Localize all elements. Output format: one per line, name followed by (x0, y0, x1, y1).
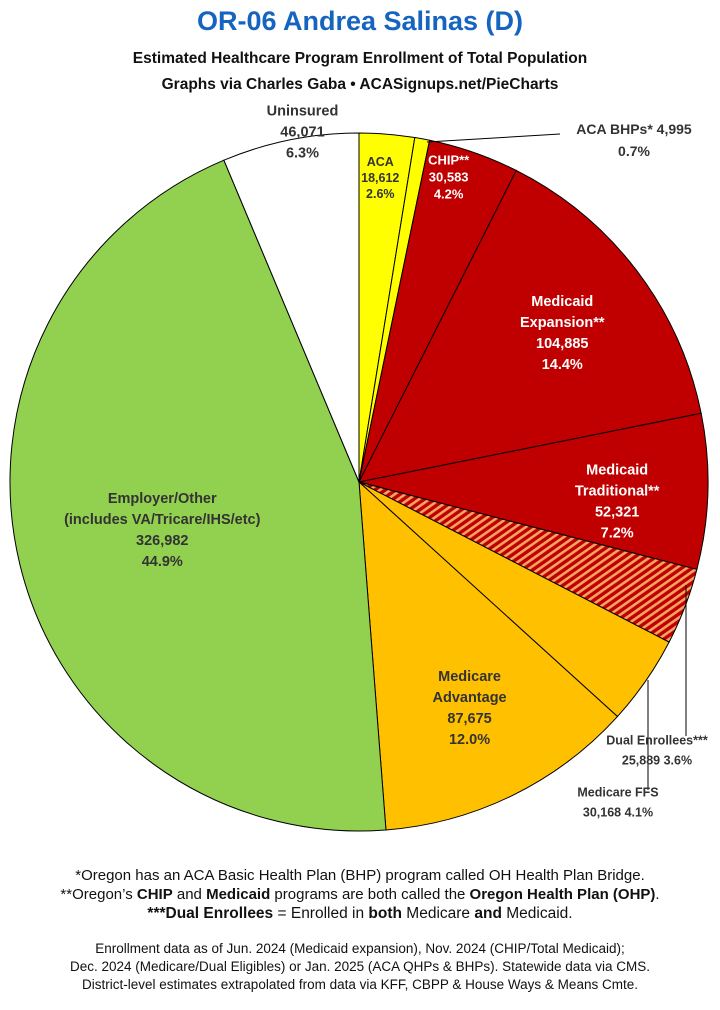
footnote-bhp: *Oregon has an ACA Basic Health Plan (BH… (75, 867, 645, 884)
slice-label-line: Dual Enrollees*** (606, 733, 708, 747)
slice-label-line: 25,889 3.6% (622, 753, 692, 767)
slice-label-line: 30,168 4.1% (583, 805, 653, 819)
slice-label-medicaid-expansion: Medicaid Expansion** 104,885 14.4% (520, 294, 605, 373)
slice-label-line: 14.4% (542, 357, 583, 373)
footnote-dual: ***Dual Enrollees = Enrolled in both Med… (147, 905, 573, 922)
pie-slice-employer-other (9, 159, 387, 832)
slice-label-line: 18,612 (361, 171, 399, 185)
pie-slice-uninsured (223, 132, 360, 483)
footnote-ohp: **Oregon’s CHIP and Medicaid programs ar… (60, 886, 660, 903)
source-notes: Enrollment data as of Jun. 2024 (Medicai… (0, 940, 720, 994)
slice-label-line: 104,885 (536, 336, 588, 352)
slice-label-line: Medicaid (586, 463, 648, 479)
slice-label-line: Medicare (438, 669, 501, 685)
source-line-1: Enrollment data as of Jun. 2024 (Medicai… (95, 941, 625, 956)
leader-line-aca-bhp (426, 133, 561, 143)
slice-label-line: Traditional** (575, 484, 660, 500)
source-line-2: Dec. 2024 (Medicare/Dual Eligibles) or J… (70, 959, 650, 974)
page-subtitle: Estimated Healthcare Program Enrollment … (132, 50, 588, 67)
slice-label-line: ACA BHPs* 4,995 (576, 121, 692, 137)
slice-label-line: Uninsured (267, 104, 339, 120)
slice-label-line: Advantage (432, 690, 506, 706)
slice-label-line: 46,071 (280, 125, 324, 141)
slice-label-line: 6.3% (286, 146, 319, 162)
slice-label-medicaid-traditional: Medicaid Traditional** 52,321 7.2% (575, 463, 660, 542)
pie-slice-medicare-advantage (358, 480, 619, 831)
slice-label-line: (includes VA/Tricare/IHS/etc) (64, 512, 261, 528)
page-credit: Graphs via Charles Gaba • ACASignups.net… (161, 76, 559, 93)
slice-label-aca-bhp: ACA BHPs* 4,995 0.7% (576, 121, 692, 159)
footnotes: *Oregon has an ACA Basic Health Plan (BH… (0, 866, 720, 923)
slice-label-dual-enrollees: Dual Enrollees*** 25,889 3.6% (606, 733, 708, 767)
slice-label-line: 44.9% (142, 554, 183, 570)
slice-label-uninsured: Uninsured 46,071 6.3% (267, 104, 339, 162)
slice-label-employer-other: Employer/Other (includes VA/Tricare/IHS/e… (64, 491, 261, 570)
source-line-3: District-level estimates extrapolated fr… (82, 977, 638, 992)
slice-label-line: Medicare FFS (577, 785, 658, 799)
slice-label-line: Expansion** (520, 315, 605, 331)
pie-slice-medicaid-expansion (358, 169, 702, 483)
slice-label-line: CHIP** (428, 153, 470, 168)
slice-label-line: ACA (367, 155, 394, 169)
slice-label-medicare-advantage: Medicare Advantage 87,675 12.0% (432, 669, 506, 748)
slice-label-line: 0.7% (618, 143, 650, 159)
slice-label-chip: CHIP** 30,583 4.2% (428, 153, 470, 202)
page-title: OR-06 Andrea Salinas (D) (196, 6, 524, 36)
slice-label-line: Medicaid (531, 294, 593, 310)
pie-chart: ACA 18,612 2.6% ACA BHPs* 4,995 0.7% CHIP** 30… (9, 104, 709, 832)
slice-label-line: Employer/Other (108, 491, 217, 507)
slice-label-line: 326,982 (136, 533, 188, 549)
slice-label-line: 4.2% (434, 187, 464, 202)
slice-label-line: 30,583 (429, 170, 469, 185)
slice-label-line: 2.6% (366, 187, 395, 201)
slice-label-line: 87,675 (447, 711, 491, 727)
slice-label-aca: ACA 18,612 2.6% (361, 155, 399, 201)
pie-slice-medicaid-traditional (358, 412, 709, 571)
slice-label-line: 7.2% (601, 526, 634, 542)
slice-label-line: 52,321 (595, 505, 639, 521)
slice-label-medicare-ffs: Medicare FFS 30,168 4.1% (577, 785, 658, 819)
slice-label-line: 12.0% (449, 732, 490, 748)
